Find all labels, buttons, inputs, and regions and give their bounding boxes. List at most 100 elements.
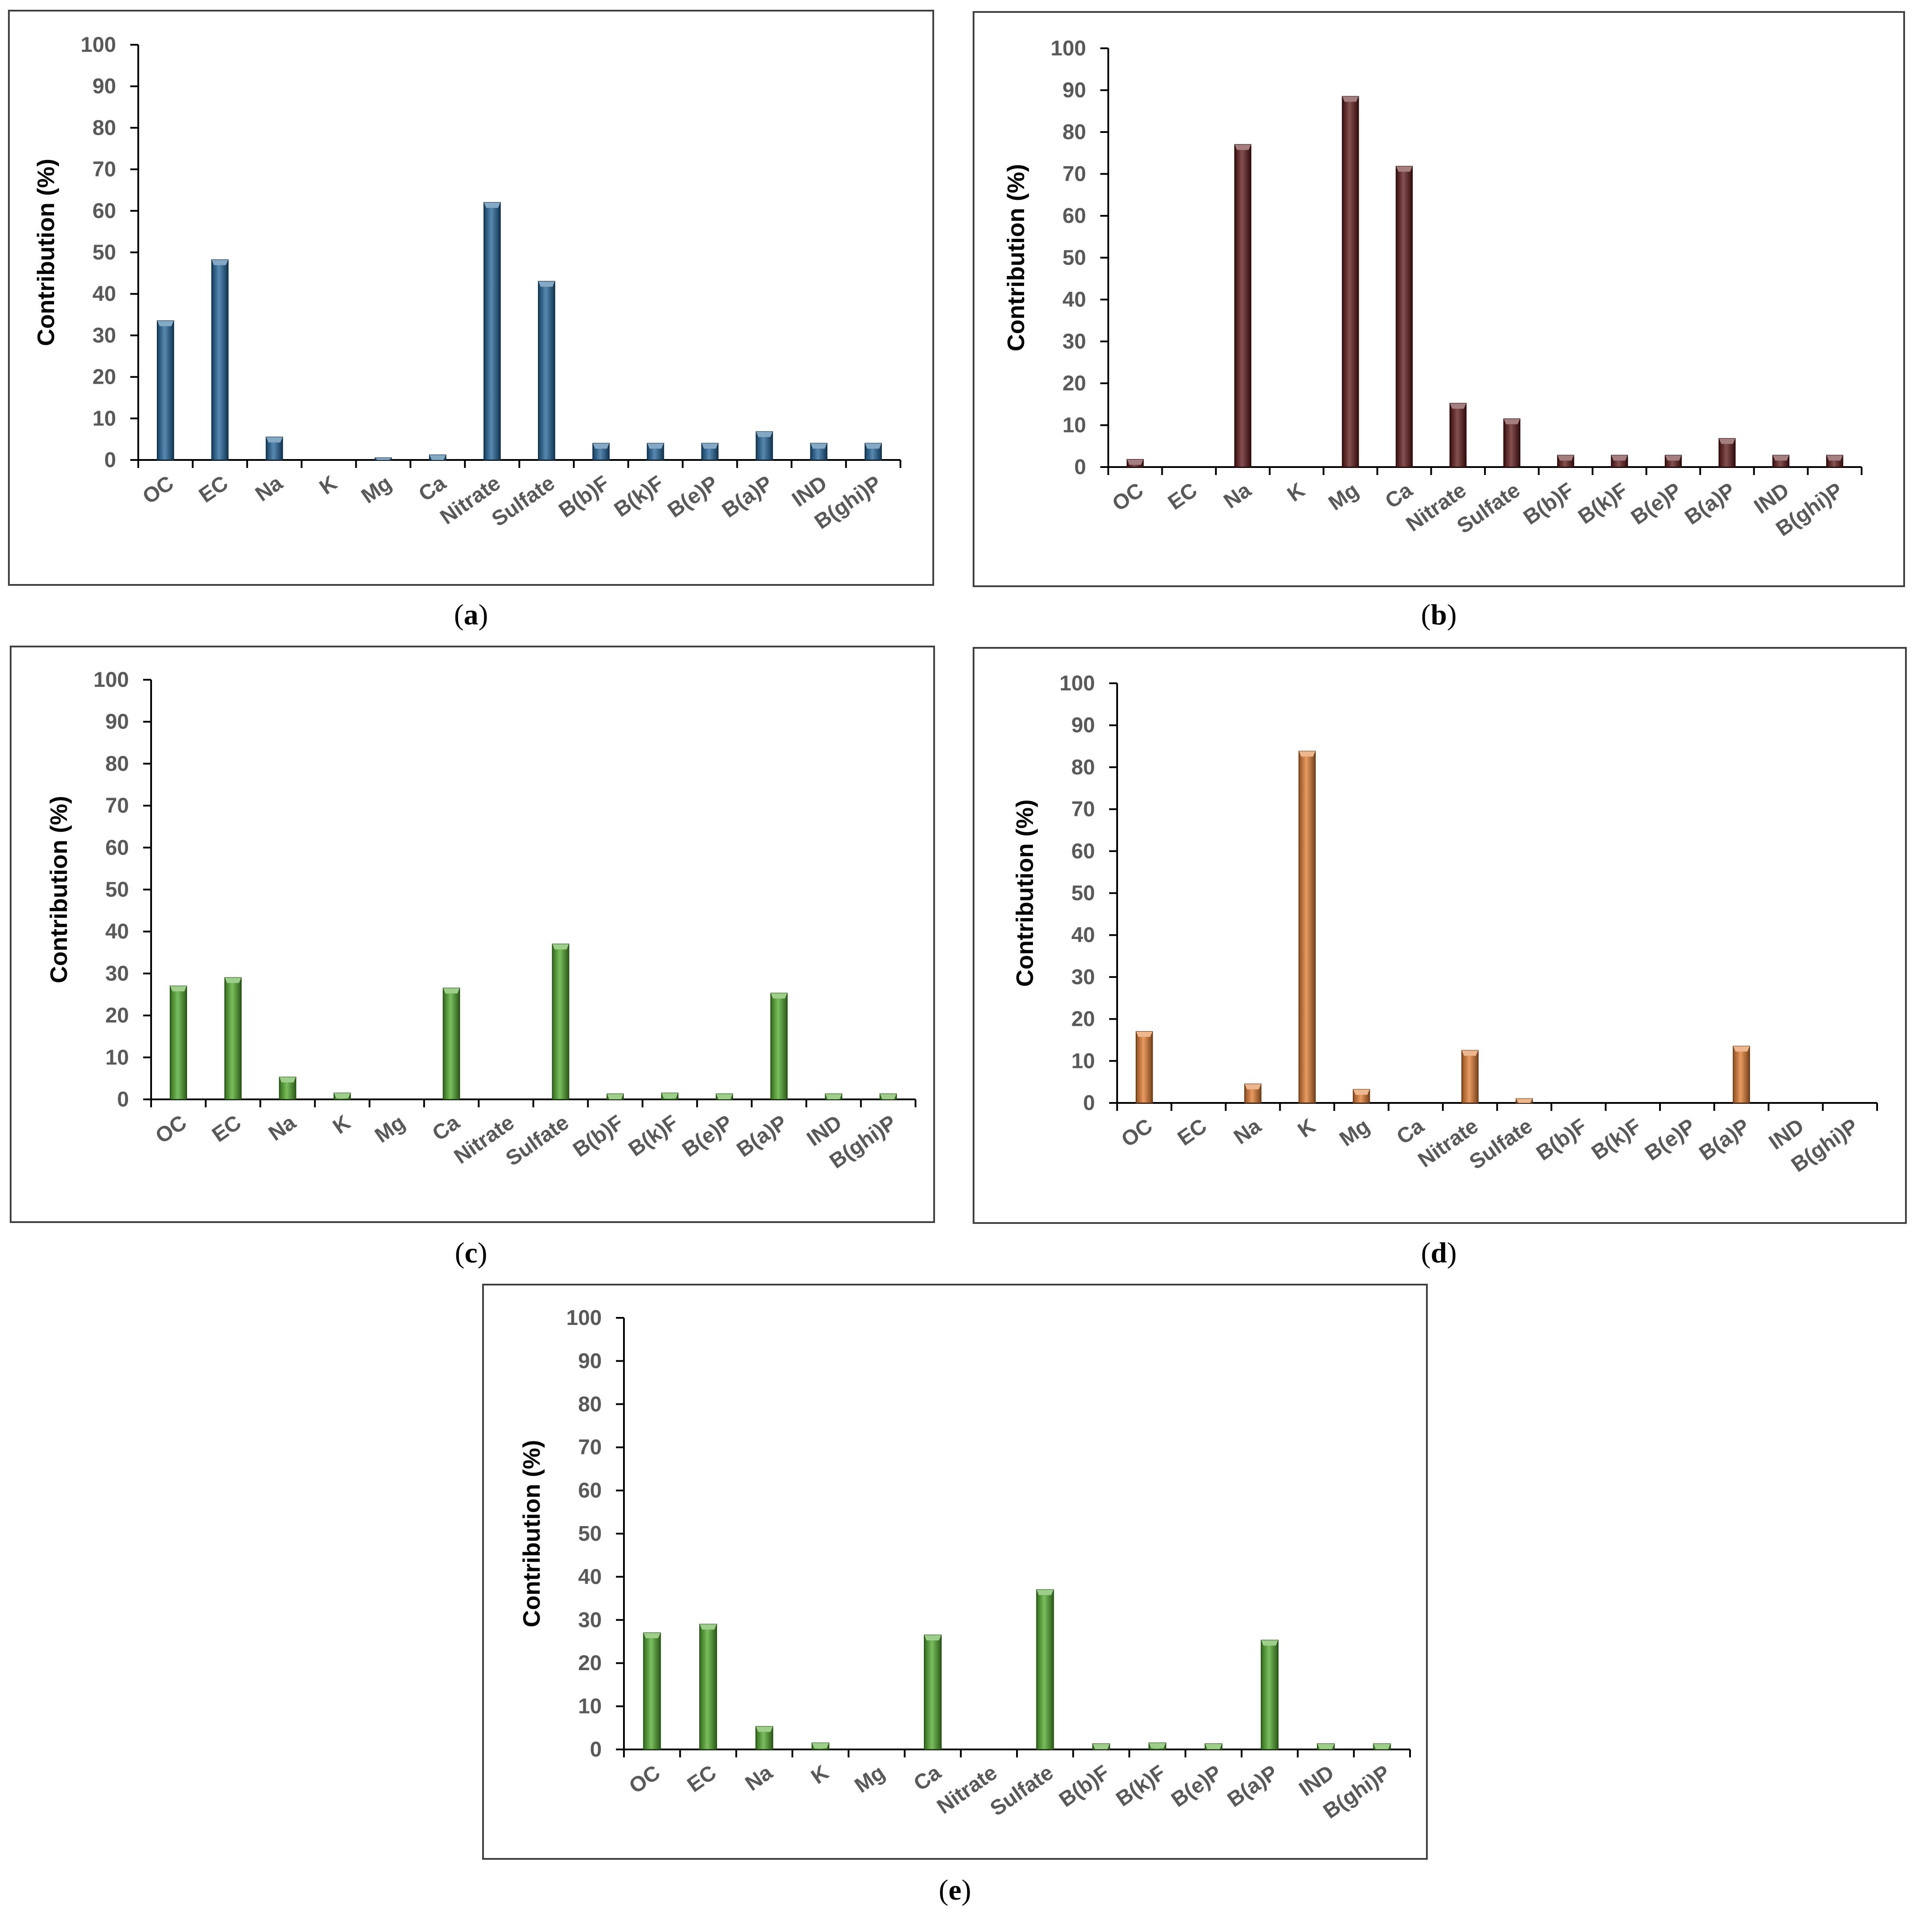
x-tick-label: Ca bbox=[1381, 478, 1417, 513]
bar-cap bbox=[1557, 455, 1574, 461]
y-tick-label: 60 bbox=[105, 836, 129, 860]
x-tick-label: OC bbox=[1117, 1114, 1157, 1152]
y-tick-label: 100 bbox=[1051, 37, 1086, 60]
bar-cap bbox=[1317, 1744, 1334, 1749]
y-tick-label: 50 bbox=[578, 1522, 602, 1546]
x-tick-label: Na bbox=[265, 1110, 300, 1145]
bar-B(a)P bbox=[770, 993, 788, 1100]
y-tick-label: 70 bbox=[1063, 163, 1086, 186]
x-tick-label: Na bbox=[251, 471, 287, 506]
x-tick-label: Ca bbox=[910, 1761, 946, 1796]
x-tick-label: Nitrate bbox=[933, 1761, 1001, 1819]
x-tick-label: B(a)P bbox=[1695, 1114, 1754, 1165]
y-tick-label: 10 bbox=[1071, 1049, 1095, 1073]
bar-cap bbox=[375, 458, 392, 460]
bar-OC bbox=[643, 1632, 661, 1750]
bar-cap bbox=[1733, 1046, 1750, 1052]
x-tick-label: Ca bbox=[1392, 1114, 1428, 1149]
bar-cap bbox=[484, 203, 500, 208]
x-tick-label: Na bbox=[741, 1761, 777, 1796]
x-tick-label: Sulfate bbox=[502, 1111, 573, 1171]
bar-EC bbox=[699, 1624, 717, 1750]
y-tick-label: 50 bbox=[1063, 246, 1086, 270]
y-tick-label: 40 bbox=[1063, 288, 1086, 312]
y-tick-label: 20 bbox=[1071, 1008, 1095, 1031]
x-tick-label: Mg bbox=[371, 1111, 409, 1148]
y-tick-label: 100 bbox=[566, 1306, 602, 1330]
bar-cap bbox=[1373, 1744, 1391, 1749]
x-tick-label: B(b)F bbox=[1519, 479, 1578, 530]
y-tick-label: 80 bbox=[93, 116, 116, 140]
y-tick-label: 0 bbox=[1074, 456, 1086, 479]
chart-c-svg: 0 10 20 30 40 50 60 70 80 90 100 Contribution (%) OC… bbox=[46, 668, 916, 1173]
x-tick-label: K bbox=[1283, 478, 1309, 506]
x-tick-label: B(a)P bbox=[1681, 479, 1740, 530]
x-tick-label: Sulfate bbox=[487, 471, 559, 531]
bar-cap bbox=[756, 432, 773, 437]
y-tick-label: 80 bbox=[1071, 756, 1095, 779]
y-tick-label: 70 bbox=[1071, 798, 1095, 821]
bar-cap bbox=[1353, 1089, 1370, 1095]
x-tick-label: OC bbox=[138, 471, 178, 509]
bar-cap bbox=[1773, 455, 1789, 461]
y-tick-label: 30 bbox=[578, 1609, 602, 1632]
bar-B(a)P bbox=[1261, 1640, 1279, 1750]
bar-cap bbox=[552, 944, 569, 950]
x-tick-label: B(e)P bbox=[1167, 1761, 1226, 1812]
bar-Sulfate bbox=[552, 943, 569, 1100]
y-tick-label: 20 bbox=[1063, 372, 1086, 395]
bar-Nitrate bbox=[483, 202, 501, 460]
bar-cap bbox=[700, 1624, 717, 1630]
bar-cap bbox=[716, 1094, 733, 1099]
y-tick-label: 60 bbox=[1063, 204, 1086, 228]
y-tick-label: 50 bbox=[93, 241, 116, 265]
y-tick-label: 90 bbox=[1063, 79, 1086, 102]
bar-Na bbox=[1234, 144, 1251, 468]
y-axis-label: Contribution (%) bbox=[33, 159, 59, 346]
y-tick-label: 100 bbox=[94, 668, 129, 692]
bar-cap bbox=[443, 988, 460, 994]
x-tick-label: B(k)F bbox=[1587, 1114, 1645, 1165]
y-tick-label: 10 bbox=[93, 407, 116, 430]
chart-e-svg: 0 10 20 30 40 50 60 70 80 90 100 Contribution (%) OC… bbox=[518, 1306, 1411, 1823]
x-tick-label: EC bbox=[683, 1761, 721, 1797]
bar-Ca bbox=[443, 988, 460, 1100]
y-tick-label: 10 bbox=[1063, 414, 1086, 437]
bar-cap bbox=[865, 443, 881, 449]
y-tick-label: 20 bbox=[105, 1004, 129, 1028]
x-tick-label: B(k)F bbox=[610, 471, 668, 522]
bar-cap bbox=[429, 455, 446, 460]
y-axis-label: Contribution (%) bbox=[46, 796, 72, 983]
bar-Nitrate bbox=[1461, 1050, 1479, 1103]
y-tick-label: 70 bbox=[93, 158, 116, 181]
x-tick-label: Ca bbox=[428, 1110, 464, 1145]
bar-cap bbox=[538, 281, 555, 287]
x-tick-label: Ca bbox=[414, 471, 450, 506]
y-axis-label: Contribution (%) bbox=[518, 1440, 545, 1628]
bar-cap bbox=[812, 1743, 829, 1749]
y-tick-label: 90 bbox=[1071, 714, 1095, 737]
caption-a: (a) bbox=[454, 599, 488, 631]
bar-K bbox=[1298, 751, 1316, 1103]
bar-cap bbox=[225, 978, 242, 983]
x-tick-label: B(e)P bbox=[1640, 1114, 1699, 1165]
y-tick-label: 40 bbox=[93, 282, 116, 306]
caption-d: (d) bbox=[1421, 1237, 1457, 1269]
x-tick-label: B(e)P bbox=[678, 1111, 737, 1162]
chart-panel-c: 0 10 20 30 40 50 60 70 80 90 100 Contribution (%) OC… bbox=[10, 646, 935, 1223]
bar-cap bbox=[1342, 96, 1359, 102]
y-tick-label: 10 bbox=[105, 1046, 129, 1069]
y-tick-label: 60 bbox=[1071, 840, 1095, 863]
y-tick-label: 30 bbox=[1063, 330, 1086, 354]
y-tick-label: 70 bbox=[105, 794, 129, 818]
bar-cap bbox=[1719, 438, 1735, 444]
x-tick-label: B(a)P bbox=[718, 471, 777, 522]
y-tick-label: 30 bbox=[1071, 966, 1095, 989]
y-tick-label: 10 bbox=[578, 1695, 602, 1718]
x-tick-label: Na bbox=[1219, 478, 1255, 513]
bar-cap bbox=[1235, 144, 1251, 150]
y-tick-label: 30 bbox=[105, 962, 129, 985]
x-tick-label: B(b)F bbox=[1532, 1114, 1591, 1165]
bar-Sulfate bbox=[1036, 1589, 1054, 1750]
y-tick-label: 70 bbox=[578, 1436, 602, 1459]
